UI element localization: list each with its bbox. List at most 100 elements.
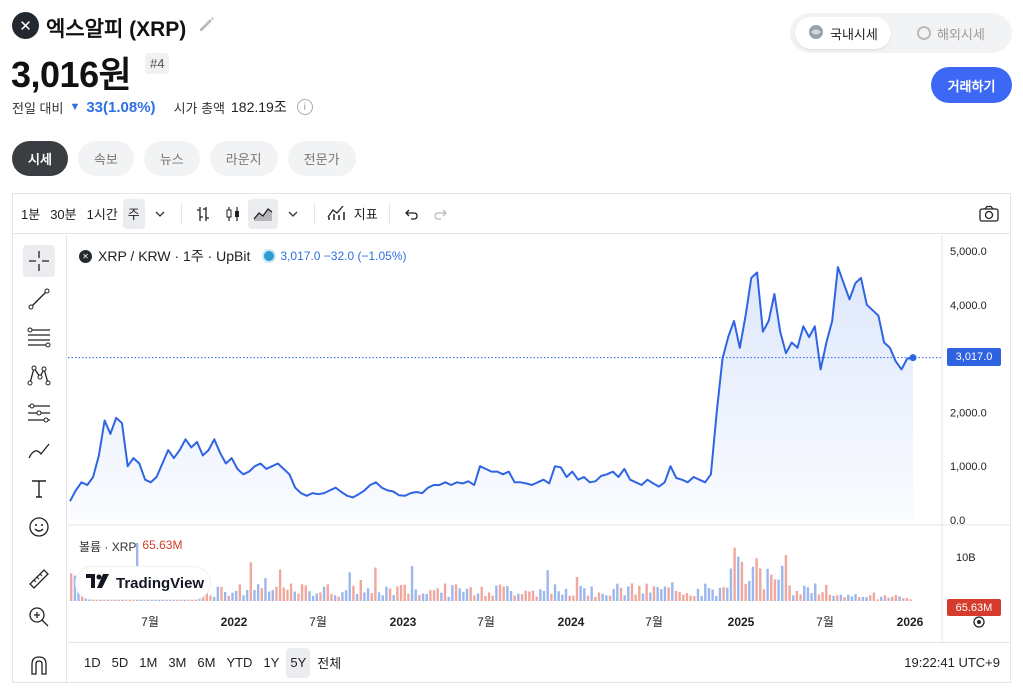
volume-bar: [227, 595, 231, 601]
volume-bar: [689, 595, 692, 601]
overseas-price-button[interactable]: 해외시세: [904, 17, 998, 49]
volume-bar: [480, 586, 483, 601]
volume-bar: [865, 597, 868, 601]
chevron-down-icon[interactable]: [278, 199, 308, 229]
volume-bar: [715, 596, 718, 601]
projection-icon[interactable]: [23, 397, 55, 429]
current-price: 3,016원: [11, 54, 132, 95]
area-icon[interactable]: [247, 198, 278, 229]
range-1d[interactable]: 1D: [84, 655, 101, 670]
volume-bar: [586, 595, 590, 601]
volume-bar: [528, 591, 531, 601]
crosshair-icon[interactable]: [23, 245, 55, 277]
magnet-icon[interactable]: [23, 649, 55, 681]
volume-bar: [601, 593, 604, 601]
indicators-button[interactable]: 지표: [321, 199, 383, 229]
volume-bar: [561, 594, 564, 601]
volume-bar: [883, 595, 887, 601]
volume-bar: [634, 594, 637, 601]
ruler-icon[interactable]: [23, 563, 55, 595]
volume-bar: [308, 591, 311, 601]
drawing-toolbar: [13, 235, 67, 682]
volume-bar: [421, 593, 425, 601]
volume-bar: [484, 595, 487, 601]
tradingview-badge[interactable]: TradingView: [76, 567, 210, 599]
volume-bar: [678, 591, 681, 601]
volume-bar: [594, 596, 597, 601]
volume-bar: [685, 593, 689, 601]
range-ytd[interactable]: YTD: [226, 655, 253, 670]
bar-chart-icon[interactable]: [188, 199, 218, 229]
x-tick-label: 2026: [897, 615, 924, 629]
tab-news[interactable]: 뉴스: [143, 141, 200, 176]
volume-bar: [707, 588, 711, 601]
domestic-price-button[interactable]: 국내시세: [795, 17, 891, 49]
volume-bar: [773, 579, 777, 601]
volume-bar: [847, 594, 850, 601]
volume-bar: [451, 585, 454, 601]
range-6m[interactable]: 6M: [197, 655, 216, 670]
volume-bar: [652, 586, 656, 601]
brush-icon[interactable]: [23, 435, 55, 467]
x-tick-label: 7월: [477, 615, 495, 629]
x-logo-icon: ✕: [12, 12, 39, 39]
volume-bar: [271, 589, 274, 601]
redo-icon[interactable]: [426, 199, 456, 229]
range-1m[interactable]: 1M: [139, 655, 158, 670]
clock[interactable]: 19:22:41 UTC+9: [904, 655, 1000, 670]
volume-bar: [388, 588, 392, 601]
volume-bar: [363, 592, 366, 601]
volume-bar: [396, 586, 399, 601]
interval-1m[interactable]: 1분: [21, 207, 41, 222]
divider: [180, 202, 182, 225]
pattern-icon[interactable]: [23, 359, 55, 391]
emoji-icon[interactable]: [23, 511, 55, 543]
volume-bar: [212, 596, 216, 601]
tab-lounge[interactable]: 라운지: [209, 141, 278, 176]
text-icon[interactable]: [23, 473, 55, 505]
volume-bar: [352, 585, 355, 601]
interval-30m[interactable]: 30분: [50, 207, 77, 222]
undo-icon[interactable]: [396, 199, 426, 229]
candle-icon[interactable]: [218, 199, 248, 229]
fib-icon[interactable]: [23, 321, 55, 353]
tab-breaking[interactable]: 속보: [77, 141, 134, 176]
zoom-in-icon[interactable]: [23, 601, 55, 633]
volume-bar: [473, 595, 476, 601]
volume-bar: [722, 587, 725, 601]
volume-bar: [392, 595, 395, 601]
tradingview-logo-icon: [86, 574, 110, 592]
volume-bar: [825, 584, 828, 601]
volume-bar: [729, 568, 733, 601]
trade-button[interactable]: 거래하기: [931, 67, 1012, 103]
x-tick-label: 2023: [390, 615, 417, 629]
range-3m[interactable]: 3M: [168, 655, 187, 670]
range-1y[interactable]: 1Y: [263, 655, 280, 670]
volume-bar: [289, 583, 293, 601]
symbol-label[interactable]: XRP / KRW · 1주 · UpBit: [98, 248, 251, 264]
volume-bar: [597, 592, 601, 601]
interval-1h[interactable]: 1시간: [86, 207, 118, 222]
volume-bar: [73, 575, 77, 601]
volume-bar: [432, 590, 436, 601]
volume-bar: [674, 590, 678, 601]
info-icon[interactable]: i: [296, 99, 313, 115]
camera-icon[interactable]: [974, 199, 1004, 229]
y-tick-label: 2,000.0: [950, 407, 987, 419]
tab-price[interactable]: 시세: [12, 141, 68, 176]
range-5d[interactable]: 5D: [111, 655, 129, 670]
chevron-down-icon[interactable]: [145, 199, 175, 229]
volume-bar: [843, 597, 846, 601]
settings-icon[interactable]: [973, 616, 985, 628]
range-5y[interactable]: 5Y: [286, 647, 311, 678]
interval-week[interactable]: 주: [122, 198, 145, 229]
volume-bar: [487, 592, 491, 601]
volume-bar: [608, 595, 612, 601]
volume-bar: [828, 594, 832, 601]
tab-expert[interactable]: 전문가: [287, 141, 356, 176]
volume-bar: [836, 595, 839, 601]
range-all[interactable]: 전체: [317, 656, 342, 671]
pencil-icon[interactable]: [197, 14, 217, 34]
trendline-icon[interactable]: [23, 283, 55, 315]
volume-bar: [253, 590, 256, 601]
